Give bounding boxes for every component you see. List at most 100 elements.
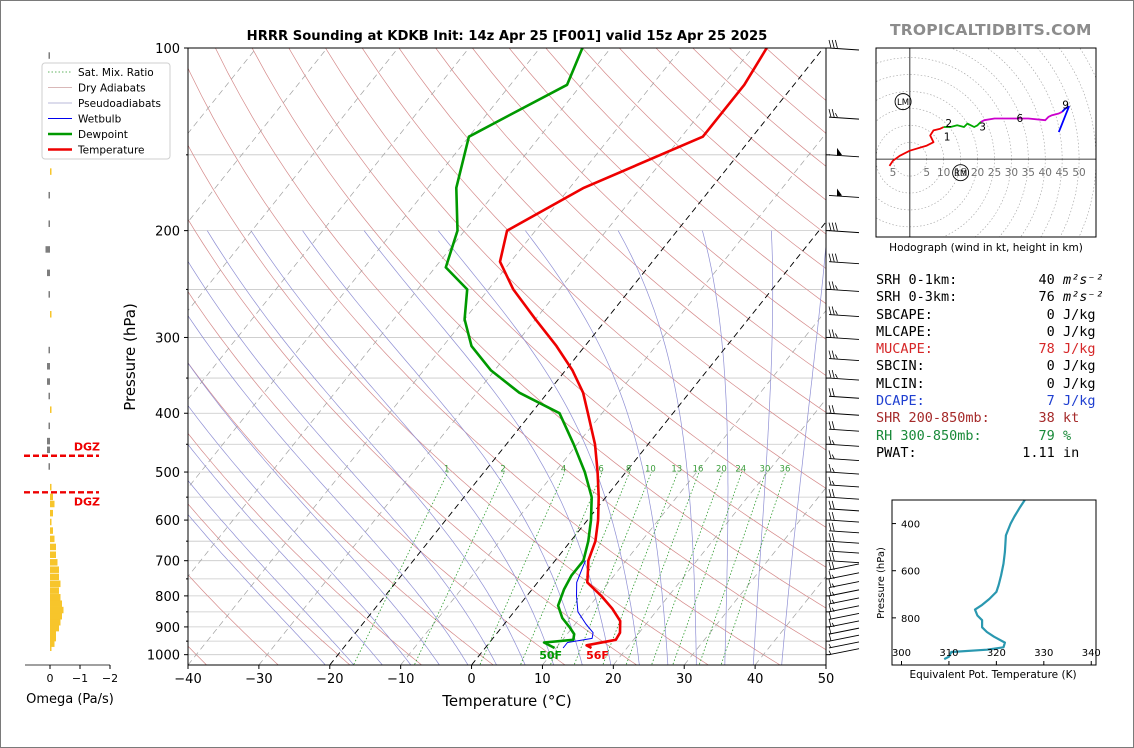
barb-feather: [828, 369, 832, 379]
mixing-ratio-label: 16: [693, 465, 704, 475]
moist-adiabat: [250, 230, 555, 665]
omega-bar: [50, 634, 56, 642]
hodograph-ring-label: 40: [1039, 167, 1052, 179]
dry-adiabat: [288, 48, 826, 568]
dry-adiabat: [361, 48, 826, 489]
wind-barb: [828, 147, 860, 158]
barb-feather: [828, 618, 832, 628]
omega-bar: [50, 600, 62, 607]
moist-adiabat: [188, 513, 326, 665]
omega-bar: [50, 618, 61, 626]
isotherm: [400, 132, 826, 665]
wind-barb: [828, 570, 860, 580]
mixing-ratio-line: [698, 471, 767, 665]
mixing-ratio-label: 30: [760, 465, 771, 475]
barb-flag: [837, 147, 842, 156]
theta-e-y-tick-label: 600: [901, 567, 920, 578]
barb-staff: [828, 314, 860, 317]
y-tick-label: 100: [155, 42, 180, 57]
stat-value: 0: [1014, 306, 1055, 323]
omega-bar: [50, 606, 64, 614]
stat-label: SRH 0-3km:: [876, 289, 1015, 306]
stat-unit: m²s⁻²: [1054, 272, 1104, 288]
barb-flag: [837, 188, 842, 197]
barb-staff: [828, 484, 860, 488]
barb-feather: [828, 450, 832, 459]
barb-feather: [831, 329, 835, 338]
barb-staff: [828, 261, 860, 265]
legend-label: Dewpoint: [78, 129, 128, 141]
barb-feather: [828, 561, 832, 571]
hodograph-panel: 5 5 10 15 20 25 30 35 40 45 50 LM RM 1 2 3 6 9 Hodograph…: [875, 47, 1097, 254]
x-tick-label: 50: [818, 672, 835, 687]
barb-staff: [828, 508, 860, 512]
hodograph-segment: [888, 126, 945, 167]
wind-barb: [828, 500, 860, 512]
barb-staff: [828, 519, 860, 523]
theta-e-x-tick-label: 330: [1034, 648, 1053, 659]
x-tick-label: 30: [676, 672, 693, 687]
mixing-ratio-label: 20: [716, 465, 727, 475]
y-tick-label: 800: [155, 590, 180, 605]
hodograph-segment: [1057, 105, 1070, 133]
wind-barb: [828, 39, 860, 51]
barb-staff: [828, 288, 860, 292]
isotherm: [188, 48, 470, 400]
moist-adiabat: [781, 241, 826, 665]
omega-bar: [48, 422, 50, 430]
omega-bar: [45, 246, 50, 253]
hodograph-height-label: 3: [979, 121, 986, 133]
moist-adiabat: [188, 362, 440, 665]
brand-label: TROPICALTIDBITS.COM: [890, 21, 1092, 39]
isotherm: [683, 487, 826, 665]
barb-staff: [828, 641, 860, 649]
stat-value: 76: [1014, 289, 1055, 306]
wind-barb: [828, 595, 860, 605]
theta-e-panel: 300 310 320 330 340 400 600 800 Equivalent Pot.…: [876, 499, 1101, 681]
mixing-ratio-label: 13: [671, 465, 682, 475]
omega-bar: [47, 437, 50, 445]
barb-feather: [828, 39, 832, 49]
y-tick-label: 400: [155, 407, 180, 422]
barb-feather: [831, 440, 835, 445]
skewt-ticks: −40 −30 −20 −10 0 10 20 30 40 50 1000 900 800 700 600 5…: [147, 42, 834, 687]
barb-staff: [828, 550, 860, 554]
barb-feather: [828, 329, 832, 338]
stat-label: MLCIN:: [876, 375, 1015, 392]
wind-barb: [828, 405, 860, 416]
moist-adiabat: [525, 230, 669, 665]
skewt-surface-labels: 50F 56F: [539, 649, 609, 662]
stat-row: SRH 0-3km: 76 m²s⁻²: [876, 289, 1104, 306]
barb-feather: [835, 253, 838, 262]
dgz-label: DGZ: [74, 495, 100, 508]
barb-feather: [828, 626, 832, 635]
stat-row: RH 300-850mb: 79 %: [876, 428, 1104, 445]
barb-feather: [831, 480, 835, 486]
hodograph-segment: [980, 110, 1063, 123]
stat-row: MUCAPE: 78 J/kg: [876, 341, 1104, 358]
mixing-ratio-label: 10: [645, 465, 656, 475]
omega-bar: [48, 392, 50, 400]
omega-bar: [48, 52, 50, 59]
omega-bar: [50, 551, 56, 558]
stat-unit: in: [1054, 444, 1080, 461]
isotherm: [188, 48, 611, 577]
wind-barb: [828, 611, 860, 620]
wind-barb: [828, 306, 860, 317]
barb-feather: [831, 622, 835, 628]
barb-staff: [828, 377, 860, 381]
wind-barb: [828, 421, 860, 432]
hodograph-ring-label: 5: [890, 167, 897, 179]
stat-label: SBCAPE:: [876, 306, 1015, 323]
omega-bar: [48, 191, 50, 199]
hodograph-frame: [875, 47, 1097, 238]
barb-feather: [835, 285, 838, 290]
stat-unit: J/kg: [1054, 358, 1096, 375]
dry-adiabat: [188, 574, 279, 665]
mixing-ratio-line: [573, 471, 652, 665]
wetbulb-line: [562, 560, 594, 649]
barb-feather: [831, 574, 835, 580]
barb-feather: [831, 405, 835, 414]
wind-barb: [828, 603, 860, 613]
barb-feather: [831, 306, 835, 315]
